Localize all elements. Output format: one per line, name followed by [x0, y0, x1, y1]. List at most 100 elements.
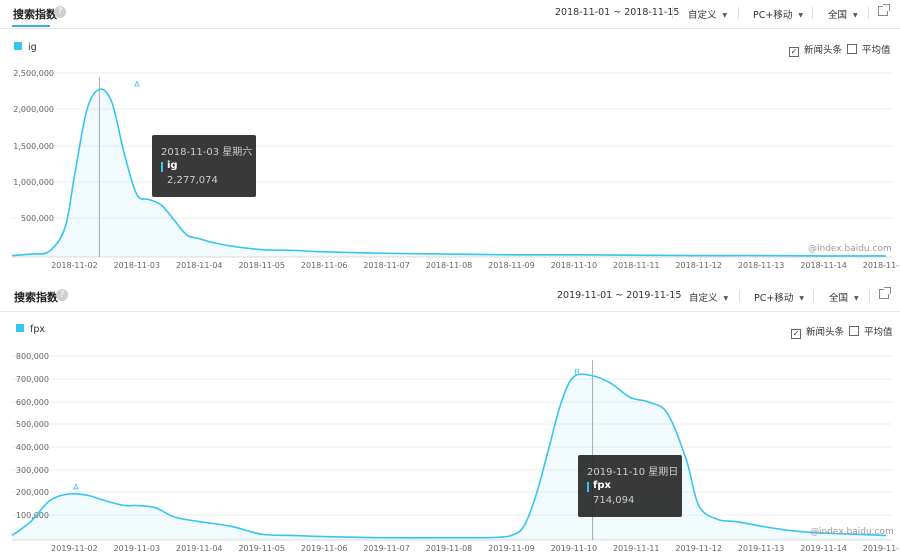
custom-label: 自定义 [689, 293, 718, 304]
search-index-chart[interactable]: 2,500,000 2,000,000 1,500,000 1,000,000 500,… [0, 0, 900, 278]
annotation-marker-a[interactable]: A [134, 80, 140, 89]
chart-panel-ig: 搜索指数 ? 2018-11-01 ~ 2018-11-15 自定义 ▼ PC+移… [0, 0, 900, 278]
tooltip-series-name: ig [167, 160, 178, 171]
x-tick-label: 2019-11-14 [800, 544, 847, 553]
tooltip-value: 2,277,074 [167, 175, 218, 186]
series-line-fpx[interactable] [11, 373, 887, 539]
x-tick-label: 2018-11-10 [551, 261, 598, 270]
watermark: @index.baidu.com [810, 527, 894, 537]
legend-swatch [16, 324, 24, 332]
caret-down-icon: ▼ [854, 295, 859, 302]
x-tick-label: 2018-11-08 [426, 261, 473, 270]
device-dropdown[interactable]: PC+移动 ▼ [754, 290, 804, 304]
y-tick-label: 500,000 [21, 214, 54, 223]
checkbox-empty-icon [847, 44, 857, 54]
x-tick-label: 2018-11-12 [675, 261, 722, 270]
tooltip-series-marker [161, 162, 163, 172]
caret-down-icon: ▼ [723, 295, 729, 302]
x-tick-label: 2019-11-05 [238, 544, 285, 553]
custom-range-dropdown[interactable]: 自定义 ▼ [689, 290, 728, 304]
x-tick-label: 2019-11-04 [176, 544, 223, 553]
device-dropdown[interactable]: PC+移动 ▼ [753, 7, 803, 21]
caret-down-icon: ▼ [798, 12, 803, 19]
divider [739, 290, 740, 302]
y-tick-label: 700,000 [16, 375, 49, 384]
x-tick-label: 2018-11-14 [800, 261, 847, 270]
help-icon[interactable]: ? [56, 289, 68, 301]
y-tick-label: 400,000 [16, 443, 49, 452]
panel-header: 搜索指数 ? 2019-11-01 ~ 2019-11-15 自定义 ▼ PC+移… [0, 283, 900, 312]
divider [674, 290, 675, 302]
divider [813, 290, 814, 302]
x-tick-label: 2018-11-03 [114, 261, 161, 270]
divider [738, 7, 739, 19]
x-tick-label: 2019-11-06 [301, 544, 348, 553]
region-label: 全国 [829, 293, 849, 304]
region-dropdown[interactable]: 全国 ▼ [829, 290, 859, 304]
x-tick-label: 2019-11-15 [863, 544, 900, 553]
panel-title: 搜索指数 [14, 291, 58, 304]
title-underline [12, 25, 50, 27]
divider [812, 7, 813, 19]
news-label: 新闻头条 [804, 45, 843, 56]
tooltip: 2018-11-03 星期六 ig 2,277,074 [152, 135, 256, 197]
x-tick-label: 2018-11-13 [738, 261, 785, 270]
y-tick-label: 800,000 [16, 352, 49, 361]
legend-swatch [14, 42, 22, 50]
average-checkbox[interactable]: 平均值 [847, 42, 891, 56]
tooltip-value: 714,094 [593, 495, 635, 506]
x-tick-label: 2019-11-09 [488, 544, 535, 553]
y-tick-label: 300,000 [16, 466, 49, 475]
search-index-chart[interactable]: 800,000 700,000 600,000 500,000 400,000 300,0… [0, 283, 900, 559]
annotation-marker-b[interactable]: B [574, 368, 580, 377]
external-link-icon[interactable] [879, 287, 891, 299]
caret-down-icon: ▼ [853, 12, 858, 19]
series-area [12, 89, 886, 257]
date-range-selector[interactable]: 2018-11-01 ~ 2018-11-15 [555, 7, 680, 18]
series-line-ig[interactable] [11, 88, 887, 257]
legend-item-ig[interactable]: ig [14, 42, 37, 53]
tooltip-date: 2018-11-03 星期六 [161, 147, 253, 158]
x-tick-label: 2019-11-02 [51, 544, 98, 553]
average-checkbox[interactable]: 平均值 [849, 324, 893, 338]
divider [868, 7, 869, 19]
x-tick-label: 2018-11-02 [51, 261, 98, 270]
divider [869, 290, 870, 302]
x-tick-label: 2018-11-07 [363, 261, 410, 270]
caret-down-icon: ▼ [722, 12, 728, 19]
x-tick-label: 2019-11-10 [551, 544, 598, 553]
x-tick-label: 2019-11-07 [363, 544, 410, 553]
legend-label: ig [28, 42, 37, 53]
tooltip-series-marker [587, 482, 589, 492]
news-checkbox[interactable]: ✓ 新闻头条 [789, 42, 843, 57]
y-tick-label: 100,000 [16, 511, 49, 520]
divider [672, 7, 673, 19]
x-tick-label: 2018-11-15 [863, 261, 900, 270]
checkbox-checked-icon: ✓ [791, 329, 801, 339]
x-tick-label: 2018-11-06 [301, 261, 348, 270]
checkbox-empty-icon [849, 326, 859, 336]
checkbox-checked-icon: ✓ [789, 47, 799, 57]
device-label: PC+移动 [754, 293, 794, 304]
x-tick-label: 2019-11-12 [675, 544, 722, 553]
watermark: @index.baidu.com [808, 244, 892, 254]
custom-range-dropdown[interactable]: 自定义 ▼ [688, 7, 727, 21]
region-label: 全国 [828, 10, 848, 21]
news-checkbox[interactable]: ✓ 新闻头条 [791, 324, 844, 339]
chart-panel-fpx: 搜索指数 ? 2019-11-01 ~ 2019-11-15 自定义 ▼ PC+移… [0, 283, 900, 559]
y-tick-label: 2,500,000 [13, 69, 54, 78]
custom-label: 自定义 [688, 10, 717, 21]
date-range-selector[interactable]: 2019-11-01 ~ 2019-11-15 [557, 290, 682, 301]
average-label: 平均值 [864, 327, 893, 338]
help-icon[interactable]: ? [54, 6, 66, 18]
y-tick-label: 1,500,000 [13, 142, 54, 151]
region-dropdown[interactable]: 全国 ▼ [828, 7, 858, 21]
x-tick-label: 2019-11-03 [114, 544, 161, 553]
legend-item-fpx[interactable]: fpx [16, 324, 45, 335]
x-tick-label: 2019-11-08 [426, 544, 473, 553]
average-label: 平均值 [862, 45, 891, 56]
annotation-marker-a[interactable]: A [73, 483, 79, 492]
y-tick-label: 2,000,000 [13, 105, 54, 114]
external-link-icon[interactable] [878, 4, 890, 16]
device-label: PC+移动 [753, 10, 793, 21]
